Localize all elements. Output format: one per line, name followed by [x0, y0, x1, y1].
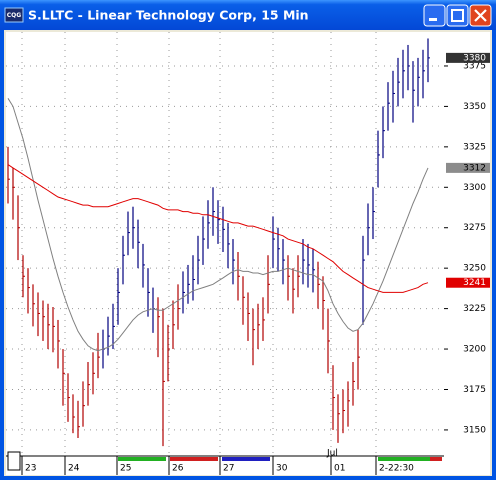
price-tag-label: 3312	[463, 163, 486, 173]
maximize-button[interactable]	[446, 4, 469, 27]
session-strip	[378, 457, 430, 461]
minimize-button[interactable]	[423, 4, 446, 27]
price-tag	[446, 162, 490, 173]
price-tag-label: 3241	[463, 278, 486, 288]
y-tick-label: 3325	[463, 142, 486, 152]
x-tick-label: 30	[276, 464, 288, 474]
moving-average	[7, 164, 429, 293]
x-tick-label: 2-22:30	[379, 464, 414, 474]
price-tag	[446, 277, 490, 288]
plot-area	[6, 32, 444, 455]
price-tag-label: 3380	[463, 53, 486, 63]
scroll-box[interactable]	[7, 451, 21, 471]
x-tick-label: 27	[223, 464, 234, 474]
y-tick-label: 3150	[463, 425, 486, 435]
price-tag	[446, 52, 490, 63]
close-button[interactable]	[469, 4, 492, 27]
session-strip	[170, 457, 218, 461]
y-tick-label: 3300	[463, 183, 486, 193]
app-icon-label: CQG	[7, 12, 22, 19]
y-tick-label: 3200	[463, 345, 486, 355]
y-tick-label: 3275	[463, 223, 486, 233]
y-tick-label: 3375	[463, 61, 486, 71]
x-tick-label: 23	[25, 464, 36, 474]
x-tick-label: 01	[334, 464, 345, 474]
month-label: Jul	[326, 449, 338, 459]
x-tick-label: 26	[172, 464, 184, 474]
y-tick-label: 3250	[463, 264, 486, 274]
window-title: S.LLTC - Linear Technology Corp, 15 Min	[28, 8, 309, 23]
price-axis	[444, 32, 490, 455]
session-strip	[118, 457, 166, 461]
x-tick-label: 25	[120, 464, 131, 474]
x-tick-label: 24	[68, 464, 80, 474]
y-tick-label: 3175	[463, 385, 486, 395]
session-strip	[222, 457, 270, 461]
session-strip	[430, 457, 442, 461]
app-icon	[4, 7, 24, 23]
title-bar	[0, 0, 496, 30]
y-tick-label: 3350	[463, 102, 486, 112]
y-tick-label: 3225	[463, 304, 486, 314]
moving-average	[7, 98, 429, 352]
